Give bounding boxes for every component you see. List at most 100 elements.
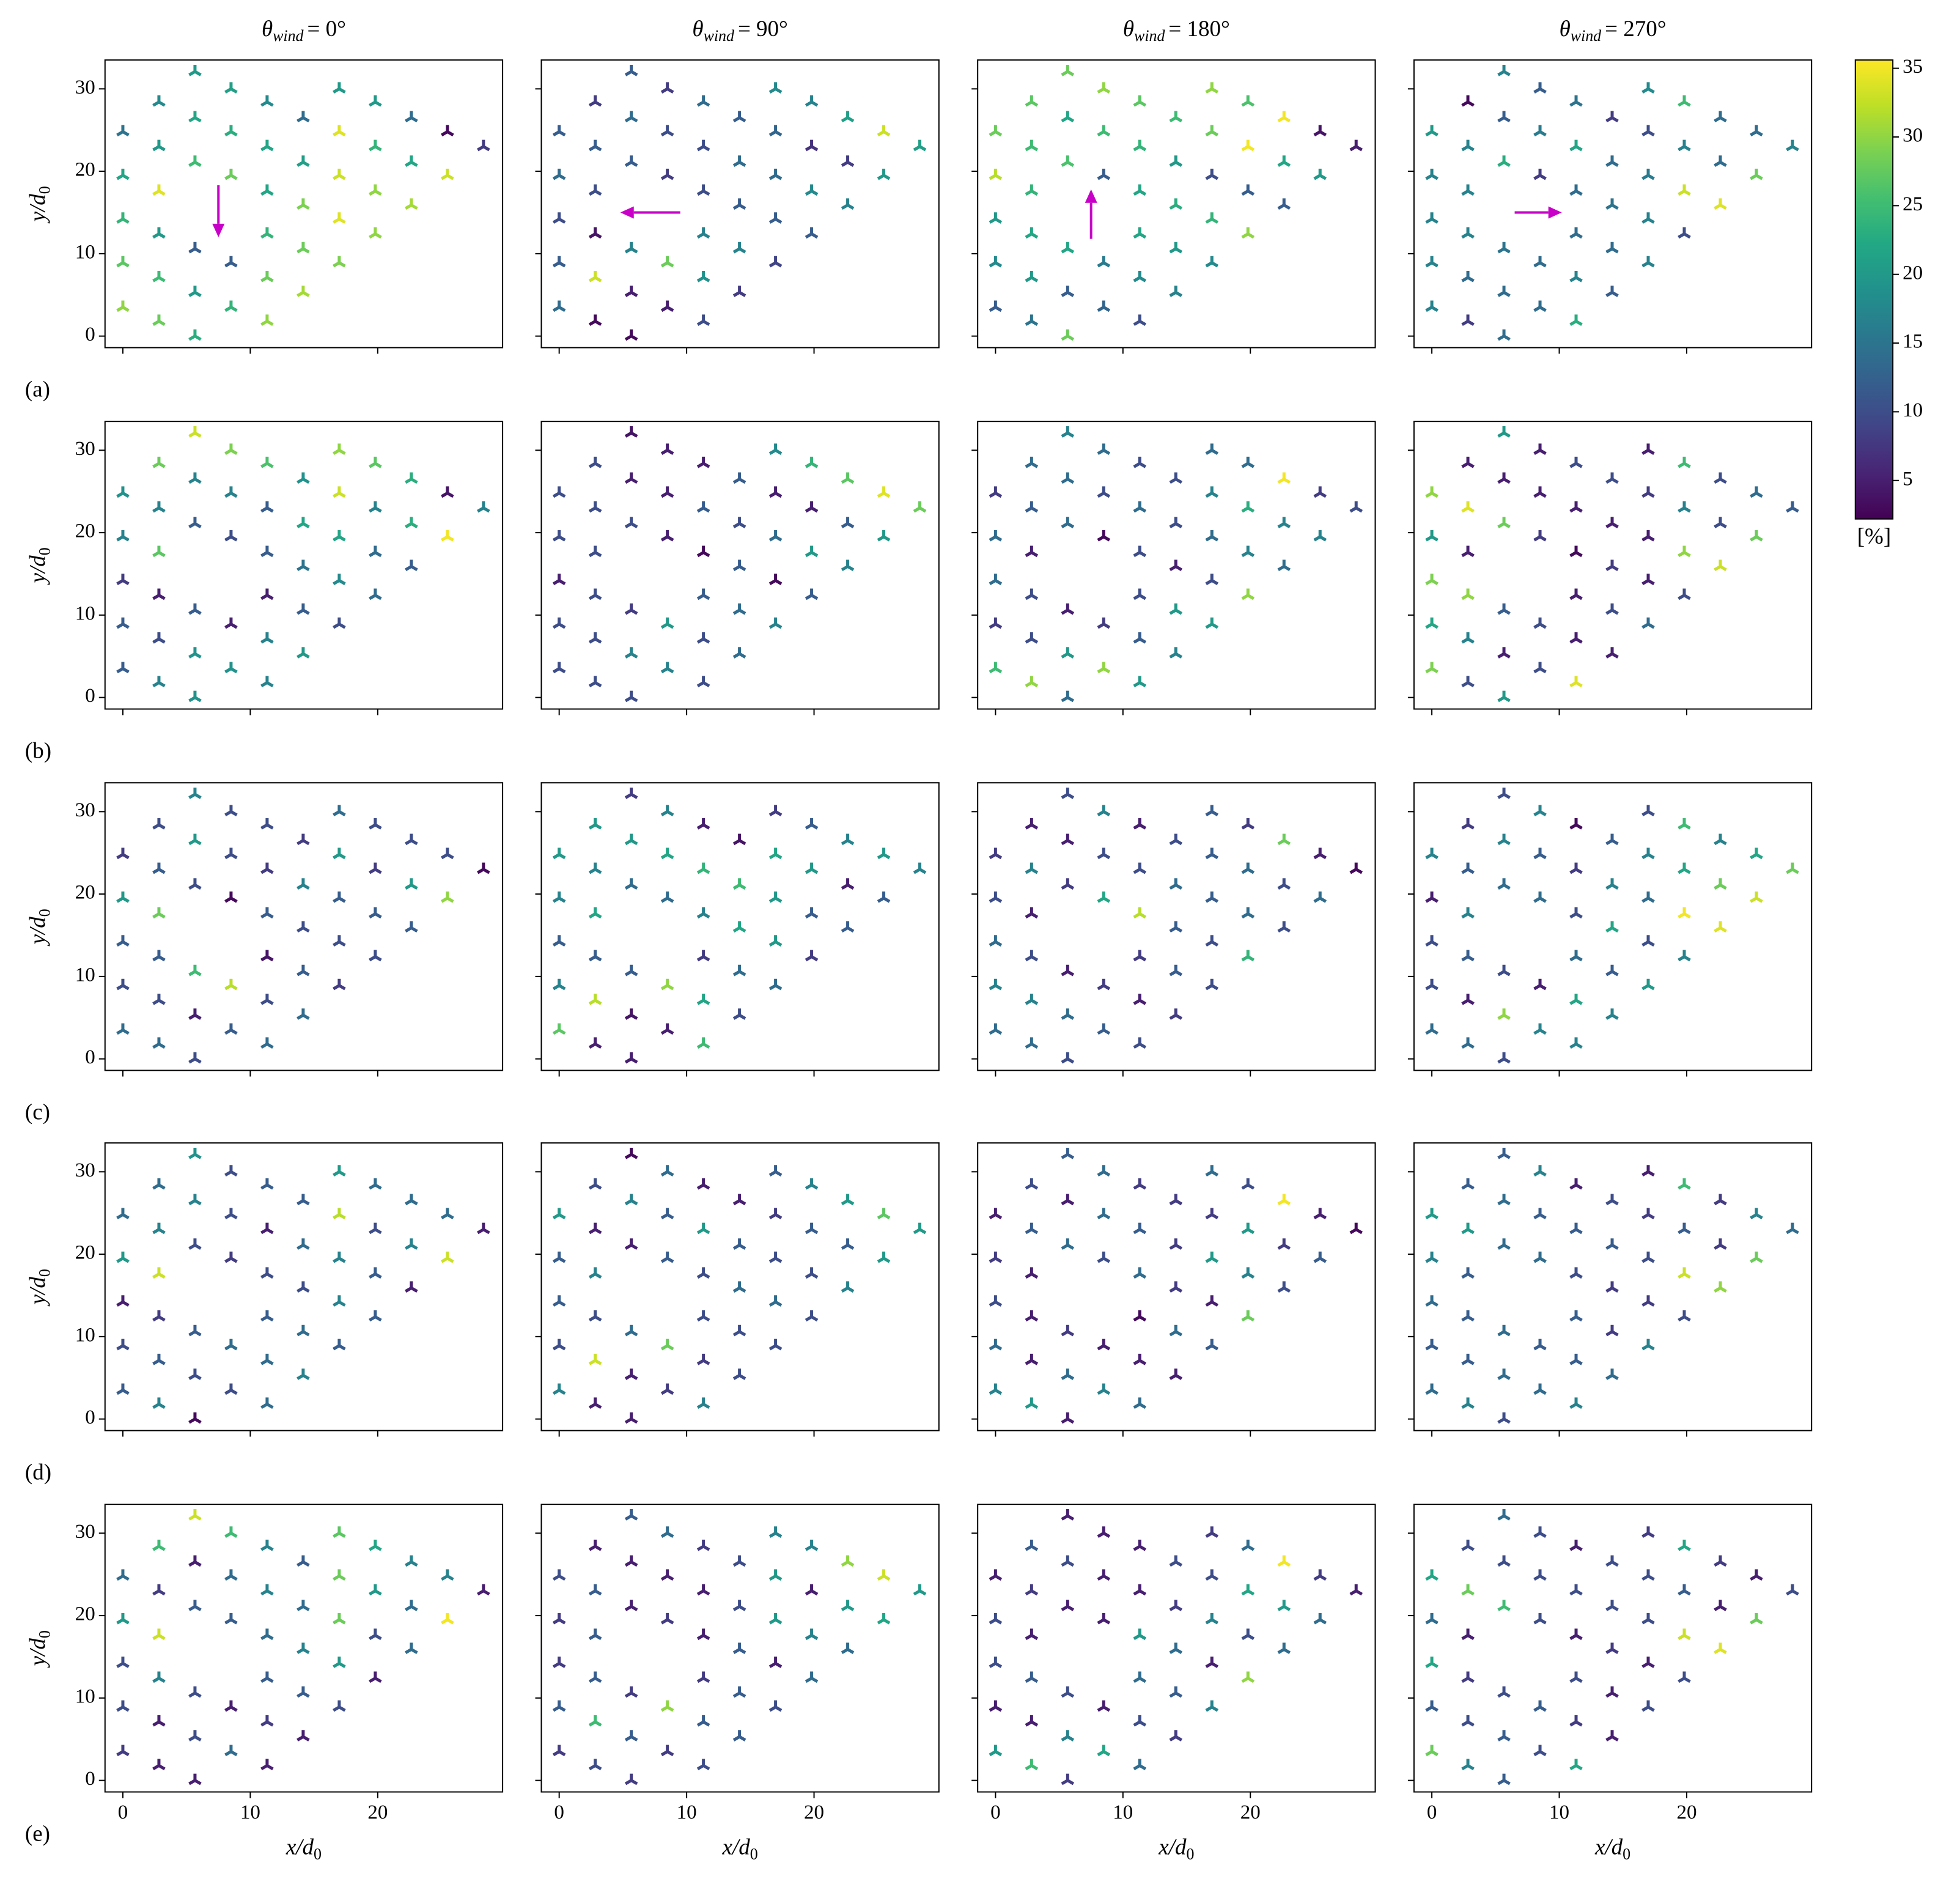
axes-frame bbox=[1413, 1142, 1813, 1431]
turbine-marker bbox=[1605, 111, 1619, 123]
axes-frame bbox=[977, 1504, 1376, 1793]
turbine-marker bbox=[1714, 155, 1727, 167]
axes-frame bbox=[977, 59, 1376, 349]
turbine-marker bbox=[552, 168, 566, 180]
turbine-marker bbox=[1533, 1208, 1547, 1220]
turbine-marker bbox=[660, 1383, 674, 1395]
turbine-marker bbox=[1533, 530, 1547, 542]
turbine-marker bbox=[1533, 1612, 1547, 1625]
turbine-marker bbox=[224, 662, 238, 674]
turbine-marker bbox=[1061, 1369, 1075, 1380]
turbine-marker bbox=[805, 139, 819, 152]
turbine-marker bbox=[1714, 833, 1727, 846]
turbine-marker bbox=[1277, 878, 1291, 890]
y-tick-label: 10 bbox=[75, 241, 95, 263]
turbine-marker bbox=[1641, 1165, 1655, 1177]
turbine-marker bbox=[116, 1339, 130, 1351]
x-axis-label: x/d0 bbox=[286, 1835, 322, 1863]
turbine-marker bbox=[768, 212, 783, 224]
row-label: (c) bbox=[25, 1100, 50, 1125]
turbine-marker bbox=[1533, 82, 1547, 94]
turbine-marker bbox=[441, 1612, 454, 1625]
turbine-marker bbox=[1425, 1657, 1439, 1668]
turbine-marker bbox=[805, 1267, 819, 1279]
title-symbol: θ bbox=[262, 17, 273, 42]
turbine-marker bbox=[1425, 1023, 1439, 1035]
y-tick-label: 20 bbox=[75, 520, 95, 542]
turbine-marker bbox=[1277, 1555, 1291, 1567]
turbine-marker bbox=[260, 1178, 274, 1190]
turbine-marker bbox=[989, 1339, 1003, 1351]
turbine-marker bbox=[260, 184, 274, 196]
turbine-marker bbox=[805, 1671, 819, 1683]
turbine-marker bbox=[588, 950, 602, 962]
turbine-marker bbox=[1714, 1194, 1727, 1206]
turbine-marker bbox=[768, 935, 783, 947]
turbine-marker bbox=[1641, 82, 1655, 94]
turbine-marker bbox=[116, 1612, 130, 1625]
turbine-marker bbox=[552, 891, 566, 903]
turbine-marker bbox=[1678, 1178, 1691, 1190]
turbine-marker bbox=[588, 1539, 602, 1551]
turbine-marker bbox=[1605, 242, 1619, 254]
turbine-marker bbox=[1641, 256, 1655, 268]
title-symbol: θ bbox=[1123, 17, 1134, 42]
turbine-marker bbox=[333, 1339, 346, 1351]
turbine-marker bbox=[624, 472, 638, 484]
turbine-marker bbox=[1277, 1600, 1291, 1611]
turbine-marker bbox=[696, 1584, 710, 1596]
axes-frame bbox=[104, 782, 504, 1071]
axes-frame bbox=[104, 1142, 504, 1431]
turbine-marker bbox=[1786, 501, 1799, 513]
turbine-marker bbox=[1097, 1383, 1111, 1395]
turbine-marker bbox=[660, 1700, 674, 1712]
turbine-marker bbox=[297, 198, 310, 210]
turbine-marker bbox=[552, 212, 566, 224]
turbine-marker bbox=[732, 878, 746, 890]
axes-frame bbox=[1413, 1504, 1813, 1793]
turbine-marker bbox=[1461, 1584, 1475, 1596]
turbine-marker bbox=[1241, 227, 1255, 239]
turbine-marker bbox=[1061, 426, 1075, 438]
turbine-marker bbox=[1605, 921, 1619, 933]
y-tick-label: 10 bbox=[75, 1685, 95, 1707]
y-tick-label: 20 bbox=[75, 882, 95, 904]
turbine-marker bbox=[188, 1555, 202, 1567]
y-axis-label-sub: 0 bbox=[35, 547, 53, 555]
turbine-marker bbox=[1533, 486, 1547, 498]
turbine-marker bbox=[1025, 1222, 1039, 1235]
turbine-marker bbox=[1205, 256, 1219, 268]
y-tick-label: 0 bbox=[85, 1406, 95, 1428]
turbine-marker bbox=[768, 530, 783, 542]
turbine-marker bbox=[624, 1052, 638, 1064]
turbine-marker bbox=[369, 862, 382, 874]
turbine-marker bbox=[768, 805, 783, 817]
x-tick-label: 0 bbox=[990, 1801, 1001, 1823]
turbine-marker bbox=[1569, 588, 1583, 600]
turbine-marker bbox=[333, 805, 346, 817]
turbine-marker bbox=[1205, 1339, 1219, 1351]
turbine-marker bbox=[1313, 125, 1327, 137]
x-axis-label-sub: 0 bbox=[1623, 1845, 1630, 1863]
turbine-marker bbox=[1133, 907, 1147, 919]
turbine-marker bbox=[1425, 168, 1439, 180]
turbine-marker bbox=[696, 1671, 710, 1683]
turbine-marker bbox=[1678, 1584, 1691, 1596]
turbine-marker bbox=[116, 978, 130, 991]
turbine-marker bbox=[1533, 1700, 1547, 1712]
turbine-marker bbox=[1205, 443, 1219, 456]
y-tick-label: 0 bbox=[85, 323, 95, 345]
turbine-marker bbox=[1205, 848, 1219, 860]
turbine-marker bbox=[116, 1208, 130, 1220]
turbine-marker bbox=[1061, 286, 1075, 297]
turbine-marker bbox=[989, 978, 1003, 991]
turbine-marker bbox=[1678, 1222, 1691, 1235]
turbine-marker bbox=[405, 560, 418, 572]
turbine-marker bbox=[152, 632, 166, 644]
turbine-marker bbox=[1569, 950, 1583, 962]
turbine-marker bbox=[188, 242, 202, 254]
turbine-marker bbox=[333, 530, 346, 542]
turbine-marker bbox=[1641, 805, 1655, 817]
turbine-marker bbox=[660, 486, 674, 498]
turbine-marker bbox=[1061, 1412, 1075, 1424]
